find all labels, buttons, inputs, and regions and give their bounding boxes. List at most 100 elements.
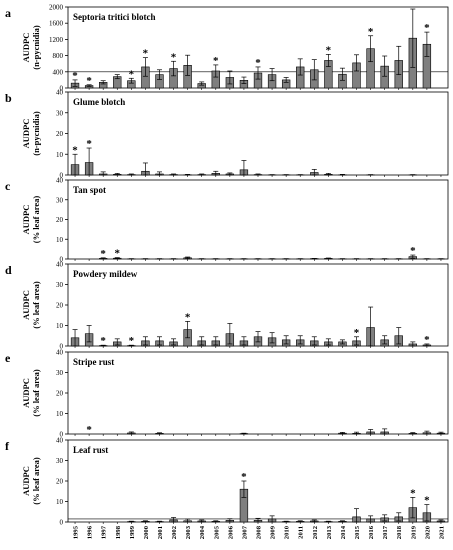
x-tick-label: 1999 bbox=[129, 525, 136, 539]
y-tick-label: 800 bbox=[53, 52, 64, 60]
y-tick-label: 10 bbox=[56, 498, 64, 506]
panel-title: Leaf rust bbox=[73, 445, 108, 455]
y-tick-label: 40 bbox=[56, 261, 64, 269]
x-tick-label: 1997 bbox=[101, 525, 108, 539]
x-tick-label: 2002 bbox=[171, 525, 178, 539]
y-tick-label: 20 bbox=[56, 478, 64, 486]
plot-frame bbox=[67, 439, 449, 523]
significance-star: * bbox=[326, 44, 332, 56]
significance-star: * bbox=[72, 144, 78, 156]
panel-title: Stripe rust bbox=[73, 357, 114, 367]
y-tick-label: 40 bbox=[56, 437, 64, 445]
y-tick-label: 40 bbox=[56, 349, 64, 357]
x-tick-label: 2010 bbox=[284, 525, 291, 539]
x-tick-label: 2009 bbox=[270, 525, 277, 539]
y-axis-unit: (% leaf area) bbox=[31, 281, 41, 329]
significance-star: * bbox=[185, 311, 191, 323]
chart-panel-a: 0 400 800 1200 1600 2000 a Septoria tritici blo… bbox=[5, 4, 449, 93]
y-axis-label: AUDPC bbox=[21, 33, 31, 63]
significance-star: * bbox=[241, 471, 247, 483]
y-tick-label: 0 bbox=[60, 256, 64, 264]
significance-star: * bbox=[171, 51, 177, 63]
y-tick-label: 10 bbox=[56, 410, 64, 418]
chart-panel-c: 0 10 20 30 40 c Tan spot AUDPC (% leaf area) * * * bbox=[5, 177, 449, 264]
y-tick-label: 10 bbox=[56, 236, 64, 244]
x-tick-label: 2005 bbox=[213, 525, 220, 539]
panel-title: Powdery mildew bbox=[73, 269, 138, 279]
chart-panel-f: 0 10 20 30 40 f Leaf rust AUDPC (% leaf area) * * * bbox=[5, 437, 449, 527]
panel-title: Septoria tritici blotch bbox=[73, 12, 156, 22]
y-tick-label: 0 bbox=[60, 85, 64, 93]
y-axis-unit: (n-pycnidia) bbox=[31, 25, 41, 70]
significance-star: * bbox=[368, 26, 374, 38]
y-tick-label: 40 bbox=[56, 177, 64, 185]
y-axis-label: AUDPC bbox=[21, 378, 31, 408]
significance-star: * bbox=[86, 424, 92, 436]
panel-label: f bbox=[5, 439, 10, 453]
x-tick-label: 2020 bbox=[424, 525, 431, 539]
x-tick-label: 2011 bbox=[298, 526, 305, 539]
x-tick-label: 2015 bbox=[354, 525, 361, 539]
x-tick-label: 2019 bbox=[410, 525, 417, 539]
significance-star: * bbox=[410, 245, 416, 257]
y-tick-label: 30 bbox=[56, 109, 64, 117]
x-tick-label: 2021 bbox=[438, 526, 445, 539]
y-axis-unit: (% leaf area) bbox=[31, 369, 41, 417]
x-tick-label: 1995 bbox=[73, 525, 80, 539]
significance-star: * bbox=[100, 335, 106, 347]
y-tick-label: 30 bbox=[56, 196, 64, 204]
y-tick-label: 30 bbox=[56, 457, 64, 465]
x-tick-label: 2006 bbox=[227, 525, 234, 539]
x-tick-label: 1996 bbox=[87, 525, 94, 539]
significance-star: * bbox=[213, 55, 219, 67]
significance-star: * bbox=[424, 495, 430, 507]
y-tick-label: 0 bbox=[60, 343, 64, 351]
panel-label: d bbox=[5, 263, 12, 277]
significance-star: * bbox=[424, 22, 430, 34]
y-axis-unit: (% leaf area) bbox=[31, 457, 41, 505]
x-tick-label: 2017 bbox=[382, 525, 389, 539]
y-tick-label: 20 bbox=[56, 390, 64, 398]
y-tick-label: 0 bbox=[60, 431, 64, 439]
y-tick-label: 30 bbox=[56, 281, 64, 289]
significance-star: * bbox=[72, 70, 78, 82]
y-axis-unit: (% leaf area) bbox=[31, 196, 41, 244]
y-tick-label: 20 bbox=[56, 302, 64, 310]
y-tick-label: 0 bbox=[60, 519, 64, 527]
x-tick-label: 2007 bbox=[241, 525, 248, 539]
y-axis-label: AUDPC bbox=[21, 290, 31, 320]
x-tick-label: 1998 bbox=[115, 525, 122, 539]
y-axis-unit: (n-pycnidia) bbox=[31, 111, 41, 156]
y-tick-label: 10 bbox=[56, 322, 64, 330]
x-tick-label: 2013 bbox=[326, 525, 333, 539]
y-axis-label: AUDPC bbox=[21, 466, 31, 496]
y-tick-label: 1600 bbox=[49, 20, 64, 28]
x-tick-label: 2018 bbox=[396, 525, 403, 539]
y-axis-label: AUDPC bbox=[21, 119, 31, 149]
panel-title: Glume blotch bbox=[73, 97, 125, 107]
plot-frame bbox=[67, 179, 449, 260]
plot-frame bbox=[67, 351, 449, 435]
significance-star: * bbox=[100, 248, 106, 260]
chart-panel-d: 0 10 20 30 40 d Powdery mildew AUDPC (% leaf are… bbox=[5, 261, 449, 351]
significance-star: * bbox=[255, 57, 261, 69]
significance-star: * bbox=[86, 138, 92, 150]
panel-label: b bbox=[5, 91, 12, 105]
chart-panel-e: 0 10 20 30 40 e Stripe rust AUDPC (% leaf area) * bbox=[5, 349, 449, 439]
x-tick-label: 2001 bbox=[157, 526, 164, 539]
x-tick-label: 2014 bbox=[340, 525, 347, 539]
y-tick-label: 40 bbox=[56, 89, 64, 97]
significance-star: * bbox=[424, 334, 430, 346]
significance-star: * bbox=[129, 68, 135, 80]
y-tick-label: 0 bbox=[60, 172, 64, 180]
panel-label: e bbox=[5, 351, 11, 365]
panel-label: a bbox=[5, 6, 11, 20]
panel-label: c bbox=[5, 179, 11, 193]
y-axis-label: AUDPC bbox=[21, 205, 31, 235]
significance-star: * bbox=[129, 335, 135, 347]
y-tick-label: 400 bbox=[53, 68, 64, 76]
x-tick-label: 2016 bbox=[368, 525, 375, 539]
significance-star: * bbox=[86, 75, 92, 87]
significance-star: * bbox=[115, 248, 121, 260]
